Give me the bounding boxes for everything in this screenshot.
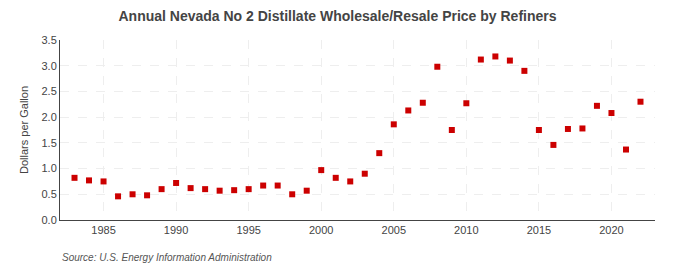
svg-text:1.5: 1.5 bbox=[42, 137, 57, 149]
svg-text:2000: 2000 bbox=[309, 224, 333, 236]
svg-text:2010: 2010 bbox=[454, 224, 478, 236]
svg-text:2.0: 2.0 bbox=[42, 111, 57, 123]
svg-text:2015: 2015 bbox=[527, 224, 551, 236]
svg-text:3.0: 3.0 bbox=[42, 60, 57, 72]
svg-text:1990: 1990 bbox=[164, 224, 188, 236]
svg-text:Dollars per Gallon: Dollars per Gallon bbox=[18, 86, 30, 174]
svg-text:2.5: 2.5 bbox=[42, 85, 57, 97]
svg-text:3.5: 3.5 bbox=[42, 34, 57, 46]
svg-text:2005: 2005 bbox=[382, 224, 406, 236]
svg-text:Source: U.S. Energy Informatio: Source: U.S. Energy Information Administ… bbox=[62, 252, 272, 263]
svg-text:1995: 1995 bbox=[236, 224, 260, 236]
svg-text:1985: 1985 bbox=[91, 224, 115, 236]
svg-text:Annual Nevada No 2 Distillate: Annual Nevada No 2 Distillate Wholesale/… bbox=[118, 8, 556, 24]
svg-text:1.0: 1.0 bbox=[42, 162, 57, 174]
svg-text:2020: 2020 bbox=[599, 224, 623, 236]
svg-text:0.0: 0.0 bbox=[42, 214, 57, 226]
svg-text:0.5: 0.5 bbox=[42, 188, 57, 200]
